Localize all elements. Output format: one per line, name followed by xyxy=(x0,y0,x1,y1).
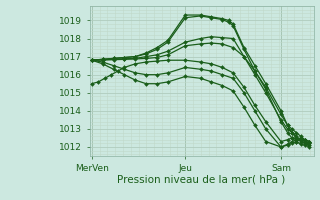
X-axis label: Pression niveau de la mer( hPa ): Pression niveau de la mer( hPa ) xyxy=(117,174,286,184)
